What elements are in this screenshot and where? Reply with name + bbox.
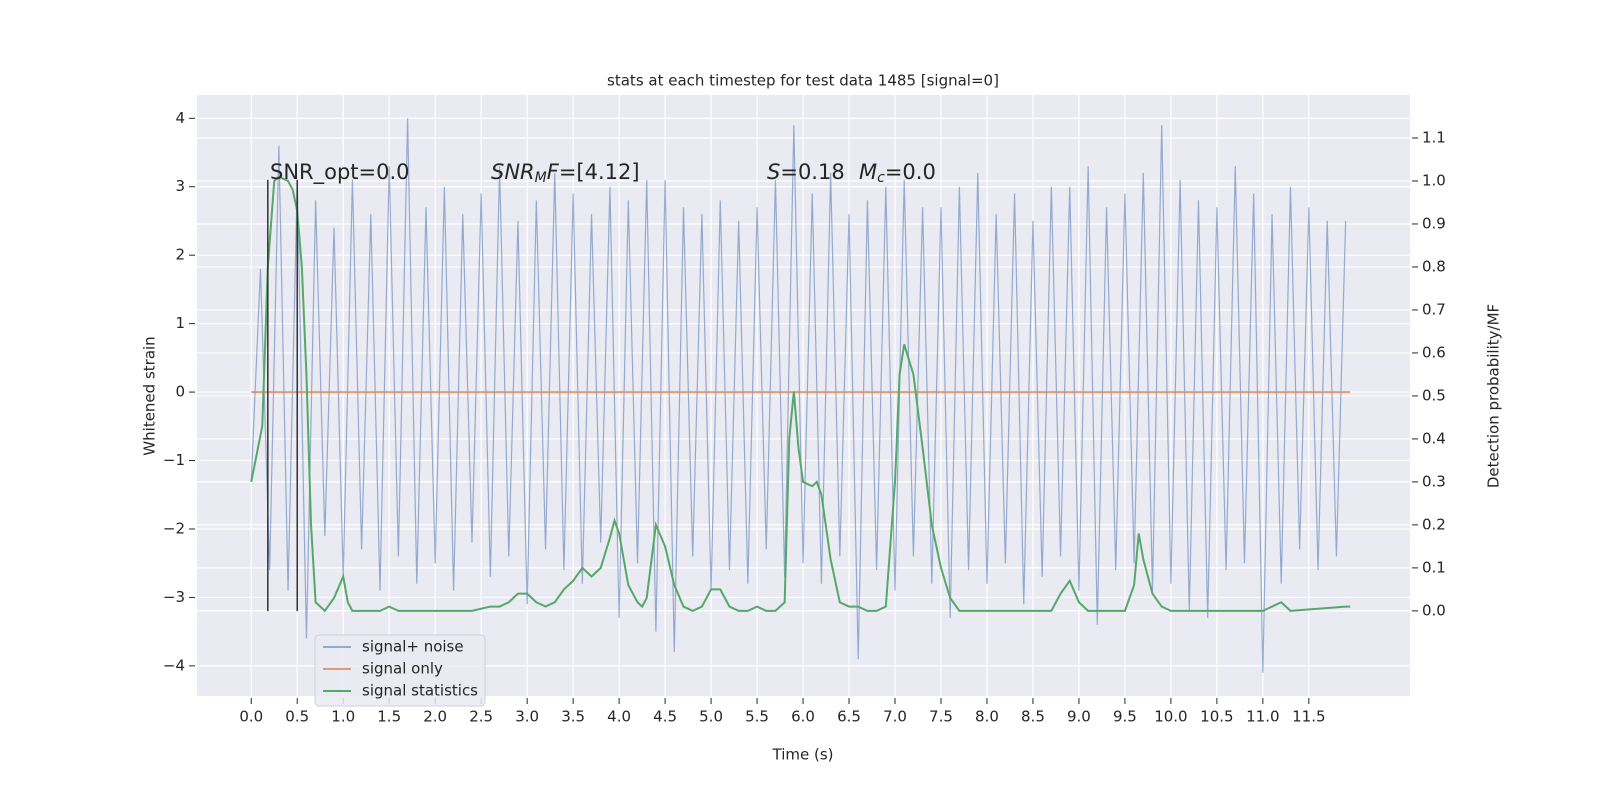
x-tick-label: 2.5 bbox=[469, 708, 493, 726]
y2-tick-label: 0.2 bbox=[1422, 515, 1446, 533]
x-tick-label: 11.0 bbox=[1246, 708, 1279, 726]
annotation-part: =0.0 bbox=[885, 160, 936, 184]
legend-box bbox=[314, 634, 486, 707]
annotation-part: SNR bbox=[491, 160, 535, 184]
x-axis-label: Time (s) bbox=[772, 746, 834, 764]
annotation: S=0.18 bbox=[767, 160, 845, 184]
legend-label: signal only bbox=[362, 660, 443, 678]
y-tick-label: 4 bbox=[175, 109, 185, 127]
x-tick-label: 7.0 bbox=[883, 708, 907, 726]
x-tick-label: 0.5 bbox=[285, 708, 309, 726]
x-tick-label: 5.5 bbox=[745, 708, 769, 726]
legend-label: signal+ noise bbox=[362, 638, 464, 656]
y2-tick-label: 0.9 bbox=[1422, 214, 1446, 232]
annotation-part: M bbox=[859, 160, 877, 184]
x-tick-label: 1.5 bbox=[377, 708, 401, 726]
annotation-part: M bbox=[535, 170, 547, 186]
x-tick-label: 10.5 bbox=[1200, 708, 1233, 726]
legend-label: signal statistics bbox=[362, 682, 478, 700]
annotation-part: =[4.12] bbox=[559, 160, 640, 184]
y2-tick-label: 0.7 bbox=[1422, 300, 1446, 318]
y-tick-label: −4 bbox=[163, 656, 185, 674]
y-axis-label: Whitened strain bbox=[141, 336, 159, 455]
y-tick-label: 3 bbox=[175, 177, 185, 195]
x-tick-label: 1.0 bbox=[331, 708, 355, 726]
x-tick-label: 0.0 bbox=[239, 708, 263, 726]
x-tick-label: 3.0 bbox=[515, 708, 539, 726]
y2-tick-label: 0.4 bbox=[1422, 429, 1446, 447]
x-tick-label: 11.5 bbox=[1292, 708, 1325, 726]
annotation-part: c bbox=[877, 170, 885, 186]
x-tick-label: 6.5 bbox=[837, 708, 861, 726]
y2-tick-label: 0.5 bbox=[1422, 386, 1446, 404]
annotation-part: SNR_opt=0.0 bbox=[270, 160, 410, 185]
x-tick-label: 4.0 bbox=[607, 708, 631, 726]
chart-title: stats at each timestep for test data 148… bbox=[607, 72, 999, 90]
annotation: SNR_opt=0.0 bbox=[270, 160, 410, 185]
y2-tick-label: 0.1 bbox=[1422, 558, 1446, 576]
y-tick-label: −1 bbox=[163, 451, 185, 469]
x-tick-label: 9.5 bbox=[1113, 708, 1137, 726]
x-tick-label: 7.5 bbox=[929, 708, 953, 726]
y2-axis-label: Detection probability/MF bbox=[1485, 304, 1503, 488]
y-tick-label: −3 bbox=[163, 588, 185, 606]
annotation: SNRMF=[4.12] bbox=[491, 160, 640, 186]
y2-tick-label: 1.0 bbox=[1422, 171, 1446, 189]
x-tick-label: 6.0 bbox=[791, 708, 815, 726]
y2-tick-label: 0.0 bbox=[1422, 601, 1446, 619]
y2-tick-label: 0.8 bbox=[1422, 257, 1446, 275]
y-tick-label: 1 bbox=[175, 314, 185, 332]
series-line bbox=[250, 175, 1351, 613]
y2-tick-label: 1.1 bbox=[1422, 128, 1446, 146]
y2-tick-label: 0.3 bbox=[1422, 472, 1446, 490]
annotation: Mc=0.0 bbox=[859, 160, 936, 186]
y2-tick-label: 0.6 bbox=[1422, 343, 1446, 361]
x-tick-label: 4.5 bbox=[653, 708, 677, 726]
x-tick-label: 3.5 bbox=[561, 708, 585, 726]
series-line bbox=[250, 118, 1347, 673]
y-tick-label: 2 bbox=[175, 246, 185, 264]
x-tick-label: 8.0 bbox=[975, 708, 999, 726]
x-tick-label: 9.0 bbox=[1067, 708, 1091, 726]
x-tick-label: 2.0 bbox=[423, 708, 447, 726]
x-tick-label: 5.0 bbox=[699, 708, 723, 726]
annotation-part: =0.18 bbox=[780, 160, 844, 184]
annotation-part: F bbox=[547, 160, 560, 184]
y-tick-label: 0 bbox=[175, 383, 185, 401]
x-tick-label: 10.0 bbox=[1154, 708, 1187, 726]
y-tick-label: −2 bbox=[163, 519, 185, 537]
annotation-part: S bbox=[767, 160, 780, 184]
x-tick-label: 8.5 bbox=[1021, 708, 1045, 726]
